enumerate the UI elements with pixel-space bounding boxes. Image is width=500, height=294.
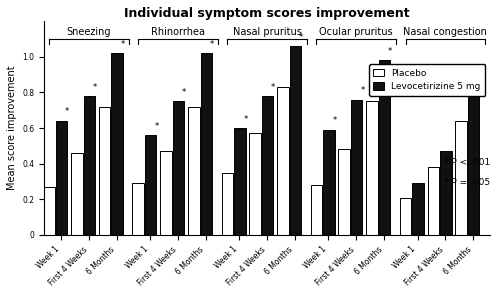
Bar — [456, 121, 467, 235]
Bar — [234, 128, 245, 235]
Text: Nasal congestion: Nasal congestion — [404, 27, 487, 37]
Text: *: * — [210, 40, 214, 49]
Bar — [323, 130, 334, 235]
Bar — [400, 198, 411, 235]
Bar — [222, 173, 233, 235]
Text: *: * — [332, 116, 337, 125]
Bar — [56, 121, 68, 235]
Text: Ocular pruritus: Ocular pruritus — [320, 27, 393, 37]
Legend: Placebo, Levocetirizine 5 mg: Placebo, Levocetirizine 5 mg — [369, 64, 486, 96]
Text: *: * — [182, 88, 186, 97]
Bar — [412, 183, 424, 235]
Text: *: * — [121, 40, 125, 49]
Bar — [112, 53, 123, 235]
Bar — [84, 96, 95, 235]
Text: † P = .005: † P = .005 — [444, 177, 490, 186]
Text: *: * — [93, 83, 98, 91]
Bar — [440, 151, 452, 235]
Text: *: * — [154, 122, 158, 131]
Bar — [428, 167, 439, 235]
Text: *: * — [244, 115, 248, 123]
Bar — [378, 60, 390, 235]
Bar — [277, 87, 288, 235]
Bar — [366, 101, 378, 235]
Bar — [188, 107, 200, 235]
Bar — [351, 100, 362, 235]
Text: *: * — [65, 108, 70, 116]
Text: Rhinorrhea: Rhinorrhea — [151, 27, 205, 37]
Bar — [250, 133, 261, 235]
Bar — [310, 185, 322, 235]
Title: Individual symptom scores improvement: Individual symptom scores improvement — [124, 7, 410, 20]
Text: *: * — [299, 33, 303, 42]
Bar — [200, 53, 212, 235]
Text: †: † — [477, 81, 482, 90]
Bar — [262, 96, 274, 235]
Text: *: * — [271, 83, 276, 91]
Text: Nasal pruritus: Nasal pruritus — [232, 27, 302, 37]
Bar — [172, 101, 184, 235]
Bar — [99, 107, 110, 235]
Bar — [44, 187, 55, 235]
Bar — [290, 46, 301, 235]
Bar — [338, 149, 350, 235]
Y-axis label: Mean score improvement: Mean score improvement — [7, 66, 17, 191]
Text: *: * — [388, 47, 392, 56]
Text: Sneezing: Sneezing — [66, 27, 111, 37]
Text: *: * — [360, 86, 364, 95]
Bar — [160, 151, 172, 235]
Bar — [145, 135, 156, 235]
Bar — [468, 94, 479, 235]
Bar — [71, 153, 83, 235]
Bar — [132, 183, 144, 235]
Text: * P < .001: * P < .001 — [444, 158, 490, 167]
